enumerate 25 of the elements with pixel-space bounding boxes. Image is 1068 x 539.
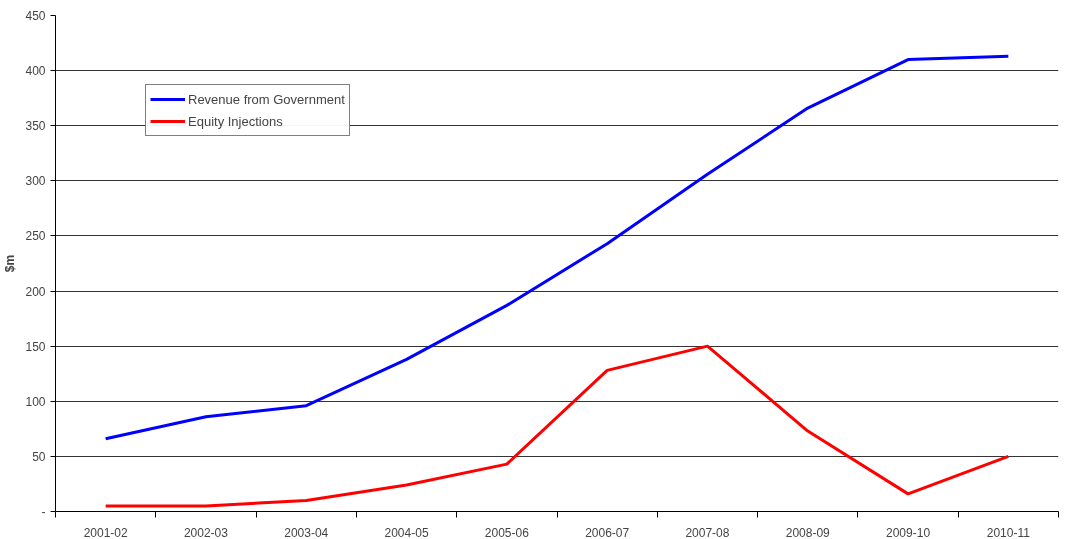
- legend-label: Revenue from Government: [188, 91, 345, 107]
- y-tick-label: 300: [25, 174, 46, 189]
- y-axis-title: $m: [3, 254, 18, 273]
- line-series: [104, 344, 1010, 508]
- y-tick-label: 50: [32, 449, 46, 464]
- y-tick-label: 200: [25, 284, 46, 299]
- x-tick-label: 2001-02: [83, 525, 128, 539]
- x-tick-label: 2003-04: [284, 525, 329, 539]
- y-tick-label: 450: [25, 9, 46, 23]
- x-tick-label: 2004-05: [384, 525, 429, 539]
- y-tick-label: 350: [25, 119, 46, 134]
- x-tick-label: 2009-10: [886, 525, 931, 539]
- x-tick-label: 2006-07: [585, 525, 630, 539]
- x-tick-label: 2002-03: [183, 525, 229, 539]
- y-tick-label: 250: [25, 229, 46, 244]
- legend-label: Equity Injections: [188, 113, 283, 129]
- x-tick-label: 2005-06: [484, 525, 530, 539]
- y-tick-label: 400: [25, 64, 46, 79]
- x-tick-label: 2010-11: [986, 525, 1031, 539]
- y-tick-label: -: [41, 505, 46, 519]
- x-tick-label: 2008-09: [785, 525, 831, 539]
- y-tick-label: 150: [25, 339, 46, 354]
- line-series: [104, 54, 1010, 441]
- y-tick-label: 100: [25, 394, 46, 409]
- x-tick-label: 2007-08: [685, 525, 730, 539]
